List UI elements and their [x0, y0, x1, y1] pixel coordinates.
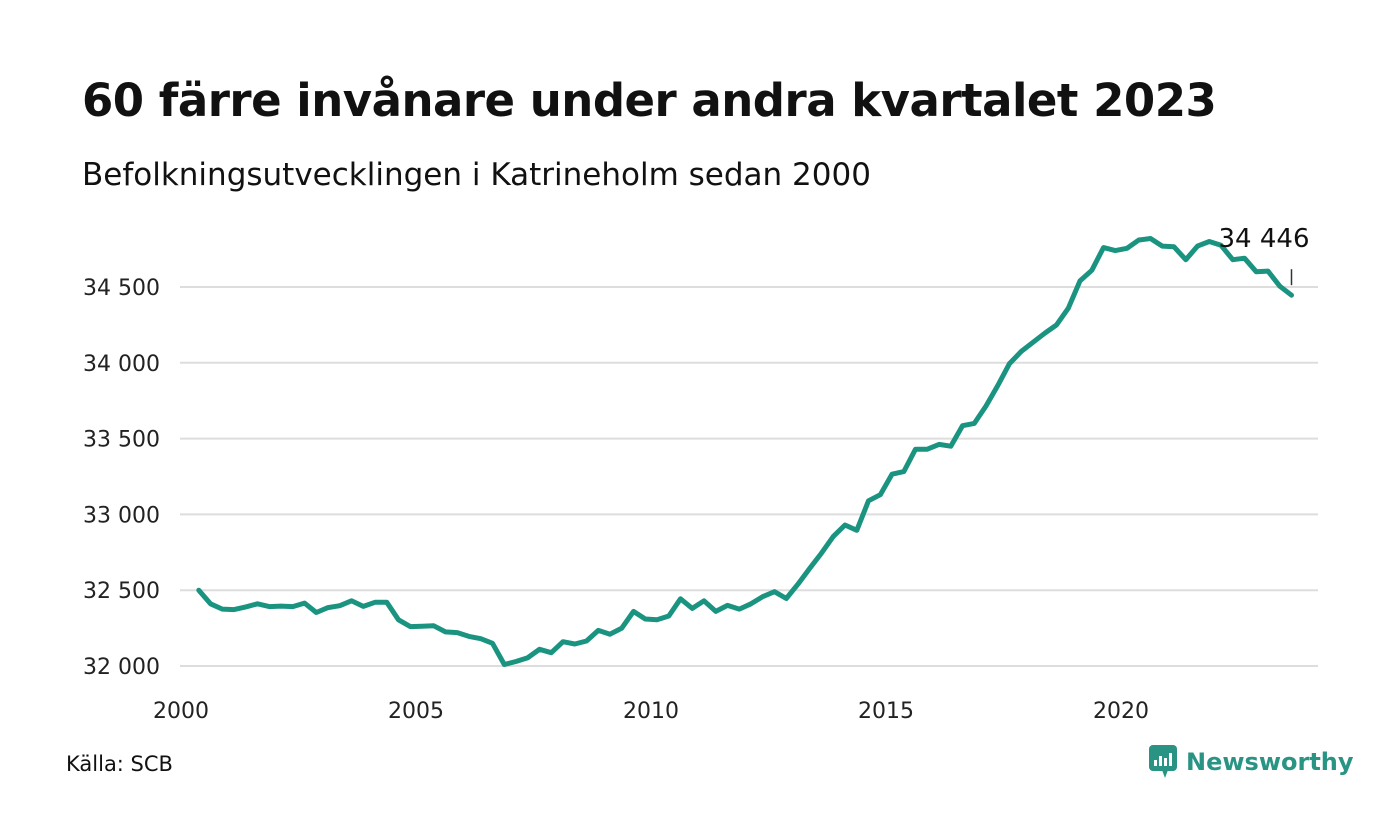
y-tick-label: 33 000 [83, 503, 160, 528]
newsworthy-logo-icon [1149, 745, 1177, 778]
x-tick-label: 2010 [623, 699, 679, 724]
y-tick-label: 34 500 [83, 276, 160, 301]
y-tick-label: 33 500 [83, 428, 160, 453]
y-axis-ticks: 32 000 32 500 33 000 33 500 34 000 34 500 [83, 276, 160, 680]
brand-name: Newsworthy [1186, 748, 1354, 776]
x-tick-label: 2000 [153, 699, 209, 724]
series-layer [196, 236, 1294, 667]
page-title: 60 färre invånare under andra kvartalet … [82, 74, 1217, 127]
y-tick-label: 32 500 [83, 579, 160, 604]
y-tick-label: 34 000 [83, 352, 160, 377]
series-line [196, 236, 1294, 667]
end-value-label: 34 446 [1219, 224, 1310, 254]
x-tick-label: 2005 [388, 699, 444, 724]
source-note: Källa: SCB [66, 752, 173, 776]
brand-logo[interactable]: Newsworthy [1148, 744, 1354, 780]
grid-lines [180, 286, 1318, 667]
page-subtitle: Befolkningsutvecklingen i Katrineholm se… [82, 157, 871, 193]
x-tick-label: 2015 [858, 699, 914, 724]
x-tick-label: 2020 [1093, 699, 1149, 724]
x-axis-ticks: 2000 2005 2010 2015 2020 [153, 699, 1149, 724]
y-tick-label: 32 000 [83, 655, 160, 680]
annotation-layer: 34 446 [1219, 224, 1310, 286]
